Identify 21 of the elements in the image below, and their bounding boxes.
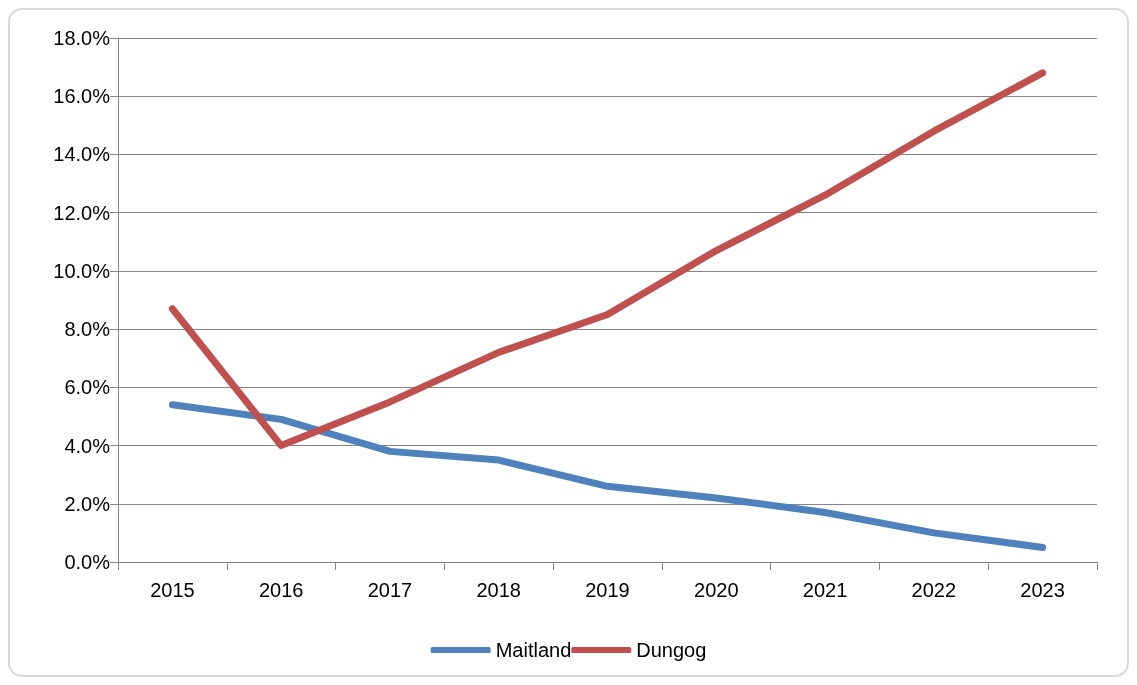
y-tick-label: 4.0% [64,434,111,457]
y-tick-label: 6.0% [64,376,111,399]
legend-label: Dungog [636,639,707,661]
x-tick-label: 2019 [585,579,630,601]
x-tick-label: 2016 [258,579,304,601]
y-tick-label: 10.0% [53,259,111,282]
x-tick-label: 2015 [150,579,195,601]
x-tick-label: 2017 [367,579,413,601]
y-tick-label: 12.0% [53,201,111,224]
legend-label: Maitland [495,639,572,661]
y-tick-label: 0.0% [64,551,111,573]
y-tick-label: 8.0% [64,318,111,341]
y-tick-label: 16.0% [53,85,111,108]
y-tick-label: 2.0% [64,492,111,515]
x-tick-label: 2023 [1020,579,1065,601]
x-tick-label: 2018 [476,579,521,601]
x-tick-label: 2020 [694,579,739,601]
y-tick-label: 18.0% [53,27,111,49]
x-tick-label: 2022 [911,579,957,601]
y-tick-label: 14.0% [53,143,111,166]
x-tick-label: 2021 [802,579,848,601]
